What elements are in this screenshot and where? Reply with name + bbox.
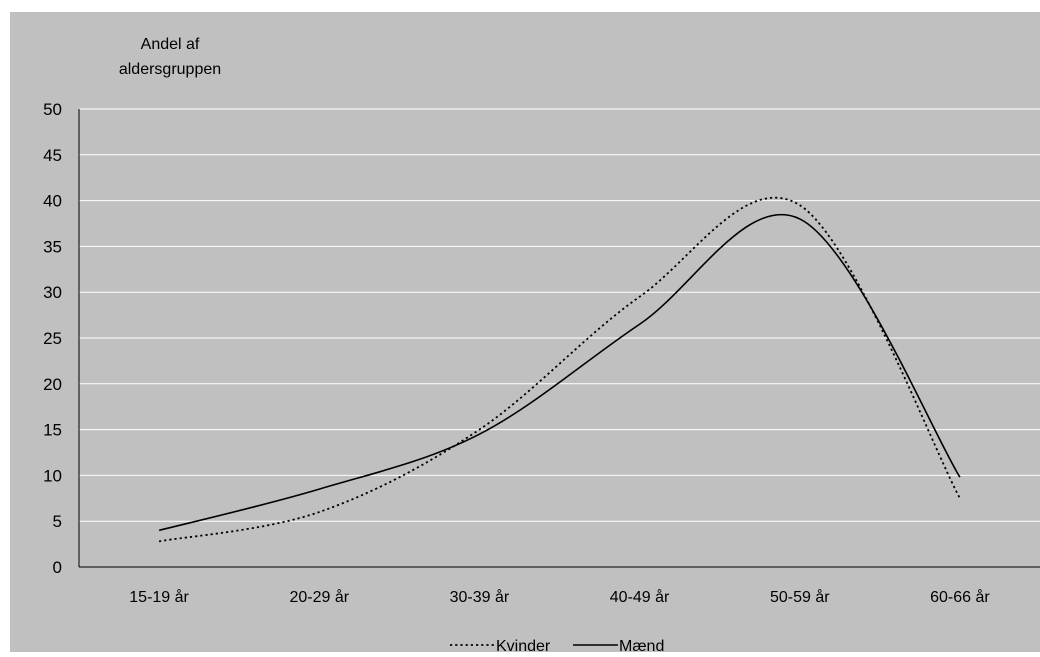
x-axis-ticks: 15-19 år 20-29 år 30-39 år 40-49 år 50-59 år… [129,588,990,606]
line-chart: Andel af aldersgruppen 0 5 10 15 20 25 30 35 40 4… [43,36,1040,655]
y-tick-label: 50 [43,100,62,119]
y-tick-label: 15 [43,421,62,440]
y-tick-label: 10 [43,466,62,485]
x-tick-label: 60-66 år [930,588,990,606]
x-tick-label: 30-39 år [450,588,510,606]
x-tick-label: 15-19 år [129,588,189,606]
chart-area: Andel af aldersgruppen 0 5 10 15 20 25 30 35 40 4… [10,12,1040,655]
legend-label: Kvinder [496,638,551,652]
legend: Kvinder Mænd [450,638,664,655]
series-line-mænd [158,213,961,532]
y-tick-label: 5 [53,512,62,531]
series-line-kvinder [158,197,961,543]
y-tick-label: 45 [43,146,62,165]
legend-label: Mænd [619,638,664,652]
y-axis-label: Andel af aldersgruppen [119,36,221,78]
series-lines [158,197,961,543]
y-tick-label: 30 [43,283,62,302]
y-tick-label: 40 [43,192,62,211]
y-axis-ticks: 0 5 10 15 20 25 30 35 40 45 50 [43,100,62,577]
gridlines [79,108,1040,522]
x-tick-label: 50-59 år [770,588,830,606]
y-tick-label: 25 [43,329,62,348]
y-tick-label: 20 [43,375,62,394]
y-tick-label: 35 [43,237,62,256]
y-tick-label: 0 [53,558,62,577]
y-axis-label-line-1: Andel af [141,36,200,53]
x-tick-label: 20-29 år [289,588,349,606]
x-tick-label: 40-49 år [610,588,670,606]
y-axis-label-line-2: aldersgruppen [119,61,221,78]
